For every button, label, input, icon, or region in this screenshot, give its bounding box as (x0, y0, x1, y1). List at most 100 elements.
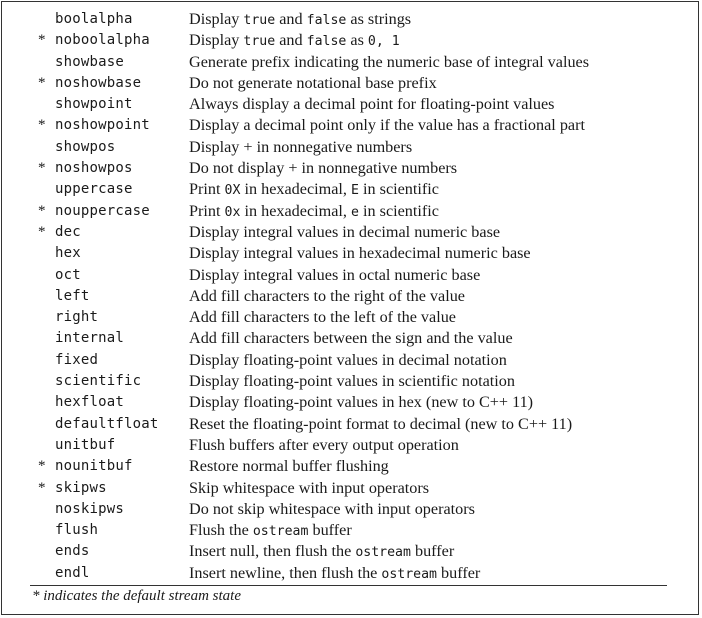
description-text: Add fill characters to the left of the v… (189, 308, 456, 327)
manipulator-name: showpoint (55, 96, 133, 113)
manipulator-description: Do not generate notational base prefix (189, 73, 437, 94)
manipulator-description: Display true and false as 0, 1 (189, 30, 400, 52)
table-row: hexfloat Display floating-point values in… (2, 392, 698, 413)
description-text: Restore normal buffer flushing (189, 457, 389, 476)
description-text: and (275, 31, 307, 50)
table-row: * noboolalpha Display true and false as 0,… (2, 30, 698, 51)
default-marker: * (38, 117, 46, 134)
table-row: * noshowbase Do not generate notational ba… (2, 73, 698, 94)
footnote-divider (30, 585, 667, 586)
manipulator-description: Flush buffers after every output operati… (189, 435, 459, 456)
table-row: scientific Display floating-point values … (2, 371, 698, 392)
description-text: Insert newline, then flush the (189, 563, 382, 582)
manipulator-name: noboolalpha (55, 32, 150, 49)
manipulator-name: dec (55, 223, 81, 240)
description-text: as (346, 31, 368, 50)
manipulator-name: nounitbuf (55, 458, 133, 475)
table-row: defaultfloat Reset the floating-point for… (2, 414, 698, 435)
table-row: uppercase Print 0X in hexadecimal, E in s… (2, 179, 698, 200)
code-term: true (243, 34, 276, 50)
description-text: in hexadecimal, (240, 180, 351, 199)
manipulator-name: skipws (55, 479, 107, 496)
manipulator-description: Do not skip whitespace with input operat… (189, 499, 475, 520)
table-row: showbase Generate prefix indicating the n… (2, 52, 698, 73)
table-row: right Add fill characters to the left of … (2, 307, 698, 328)
code-term: ostream (355, 545, 411, 561)
manipulator-name: oct (55, 266, 81, 283)
description-text: Print (189, 201, 225, 220)
default-marker: * (38, 479, 46, 496)
footnote: * indicates the default stream state (32, 588, 241, 604)
table-row: showpos Display + in nonnegative numbers (2, 137, 698, 158)
manipulator-name: internal (55, 330, 125, 347)
manipulator-description: Add fill characters to the left of the v… (189, 307, 456, 328)
table-row: internal Add fill characters between the … (2, 328, 698, 349)
table-row: unitbuf Flush buffers after every output … (2, 435, 698, 456)
table-row: * noshowpoint Display a decimal point only… (2, 115, 698, 136)
code-term: 0x (224, 204, 241, 220)
description-text: Insert null, then flush the (189, 542, 356, 561)
description-text: Do not display + in nonnegative numbers (189, 159, 458, 178)
description-text: Display floating-point values in hex (ne… (189, 393, 534, 412)
description-text: Display integral values in hexadecimal n… (189, 244, 531, 263)
manipulator-description: Display true and false as strings (189, 9, 411, 31)
code-term: 0X (224, 183, 241, 199)
manipulator-name: right (55, 309, 99, 326)
description-text: Always display a decimal point for float… (189, 95, 555, 114)
description-text: Display + in nonnegative numbers (189, 137, 413, 156)
code-term: true (243, 13, 276, 28)
table-row: noskipws Do not skip whitespace with inpu… (2, 499, 698, 520)
table-row: ends Insert null, then flush the ostream … (2, 541, 698, 562)
manipulator-description: Generate prefix indicating the numeric b… (189, 52, 589, 73)
description-text: Do not skip whitespace with input operat… (189, 499, 475, 518)
manipulator-description: Display integral values in octal numeric… (189, 265, 480, 286)
description-text: Display floating-point values in decimal… (189, 350, 507, 369)
description-text: Do not generate notational base prefix (189, 73, 437, 92)
description-text: Flush buffers after every output operati… (189, 435, 459, 454)
description-text: Skip whitespace with input operators (189, 478, 430, 497)
manipulator-description: Print 0x in hexadecimal, e in scientific (189, 201, 439, 223)
description-text: Display (189, 10, 244, 28)
code-term: false (306, 13, 347, 28)
manipulator-description: Always display a decimal point for float… (189, 94, 554, 115)
manipulator-name: noshowpos (55, 160, 133, 177)
description-text: Print (189, 180, 225, 199)
description-text: Display integral values in decimal numer… (189, 222, 501, 241)
manipulator-name: ends (55, 543, 90, 560)
manipulator-description: Skip whitespace with input operators (189, 478, 429, 499)
manipulator-name: nouppercase (55, 202, 150, 219)
table-row: hex Display integral values in hexadecima… (2, 243, 698, 264)
manipulator-list: boolalpha Display true and false as strin… (2, 9, 698, 584)
manipulator-description: Display floating-point values in decimal… (189, 350, 507, 371)
table-row: fixed Display floating-point values in de… (2, 350, 698, 371)
default-marker: * (38, 202, 46, 219)
description-text: Add fill characters to the right of the … (189, 286, 465, 305)
table-row: * noshowpos Do not display + in nonnegativ… (2, 158, 698, 179)
manipulator-name: endl (55, 564, 90, 581)
manipulator-description: Print 0X in hexadecimal, E in scientific (189, 179, 439, 201)
code-term: false (306, 34, 347, 50)
manipulator-description: Add fill characters between the sign and… (189, 328, 513, 349)
manipulator-description: Display integral values in decimal numer… (189, 222, 500, 243)
manipulator-name: unitbuf (55, 436, 116, 453)
manipulator-description: Restore normal buffer flushing (189, 456, 389, 477)
manipulator-description: Add fill characters to the right of the … (189, 286, 465, 307)
manipulator-description: Display + in nonnegative numbers (189, 137, 412, 158)
manipulator-name: defaultfloat (55, 415, 159, 432)
code-term: e (351, 204, 359, 220)
table-row: left Add fill characters to the right of … (2, 286, 698, 307)
description-text: Display a decimal point only if the valu… (189, 116, 586, 135)
description-text: buffer (436, 563, 481, 582)
description-text: Display floating-point values in scienti… (189, 372, 515, 391)
manipulator-name: hexfloat (55, 394, 125, 411)
manipulator-name: showbase (55, 53, 125, 70)
table-row: oct Display integral values in octal nume… (2, 265, 698, 286)
table-row: * nouppercase Print 0x in hexadecimal, e i… (2, 201, 698, 222)
manipulator-name: fixed (55, 351, 99, 368)
manipulator-description: Display floating-point values in hex (ne… (189, 392, 533, 413)
manipulator-description: Display floating-point values in scienti… (189, 371, 515, 392)
manipulator-description: Do not display + in nonnegative numbers (189, 158, 457, 179)
manipulator-name: boolalpha (55, 11, 133, 27)
description-text: in scientific (358, 180, 439, 199)
